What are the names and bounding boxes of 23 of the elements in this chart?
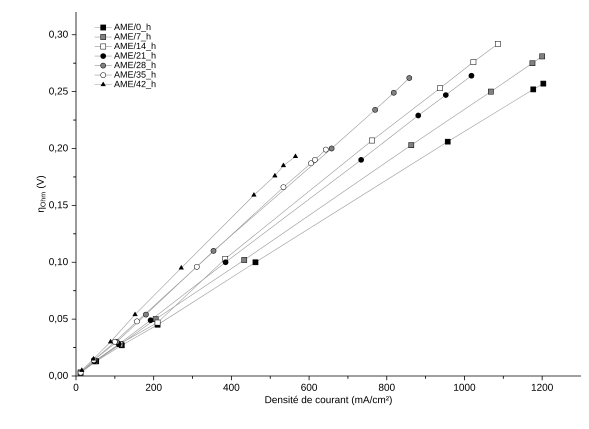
y-tick-label: 0,00 <box>49 372 68 380</box>
legend-label: AME/21_h <box>114 52 156 60</box>
y-tick-label: 0,15 <box>49 201 68 210</box>
y-tick-label: 0,10 <box>49 258 68 266</box>
x-tick-label: 0 <box>74 384 78 391</box>
legend-label: AME/14_h <box>114 42 156 51</box>
legend-label: AME/7_h <box>114 33 150 42</box>
x-tick-label: 800 <box>378 384 395 391</box>
y-tick-label: 0,20 <box>49 144 68 153</box>
x-tick-label: 400 <box>223 384 240 391</box>
y-tick-label: 0,30 <box>49 30 68 39</box>
y-tick-label: 0,05 <box>49 315 68 324</box>
legend-label: AME/28_h <box>114 62 156 70</box>
legend-label: AME/0_h <box>114 23 150 32</box>
y-axis-title: η$_{Ohm}$ (V) <box>36 176 46 212</box>
legend-label: AME/35_h <box>114 71 156 80</box>
x-axis-title: Densité de courant (mA/cm²) <box>265 396 392 406</box>
x-tick-label: 1000 <box>454 384 476 391</box>
x-tick-label: 1200 <box>532 384 553 391</box>
x-tick-label: 200 <box>146 384 162 391</box>
x-tick-label: 600 <box>301 384 318 391</box>
y-tick-label: 0,25 <box>49 87 68 96</box>
legend-label: AME/42_h <box>114 80 156 89</box>
